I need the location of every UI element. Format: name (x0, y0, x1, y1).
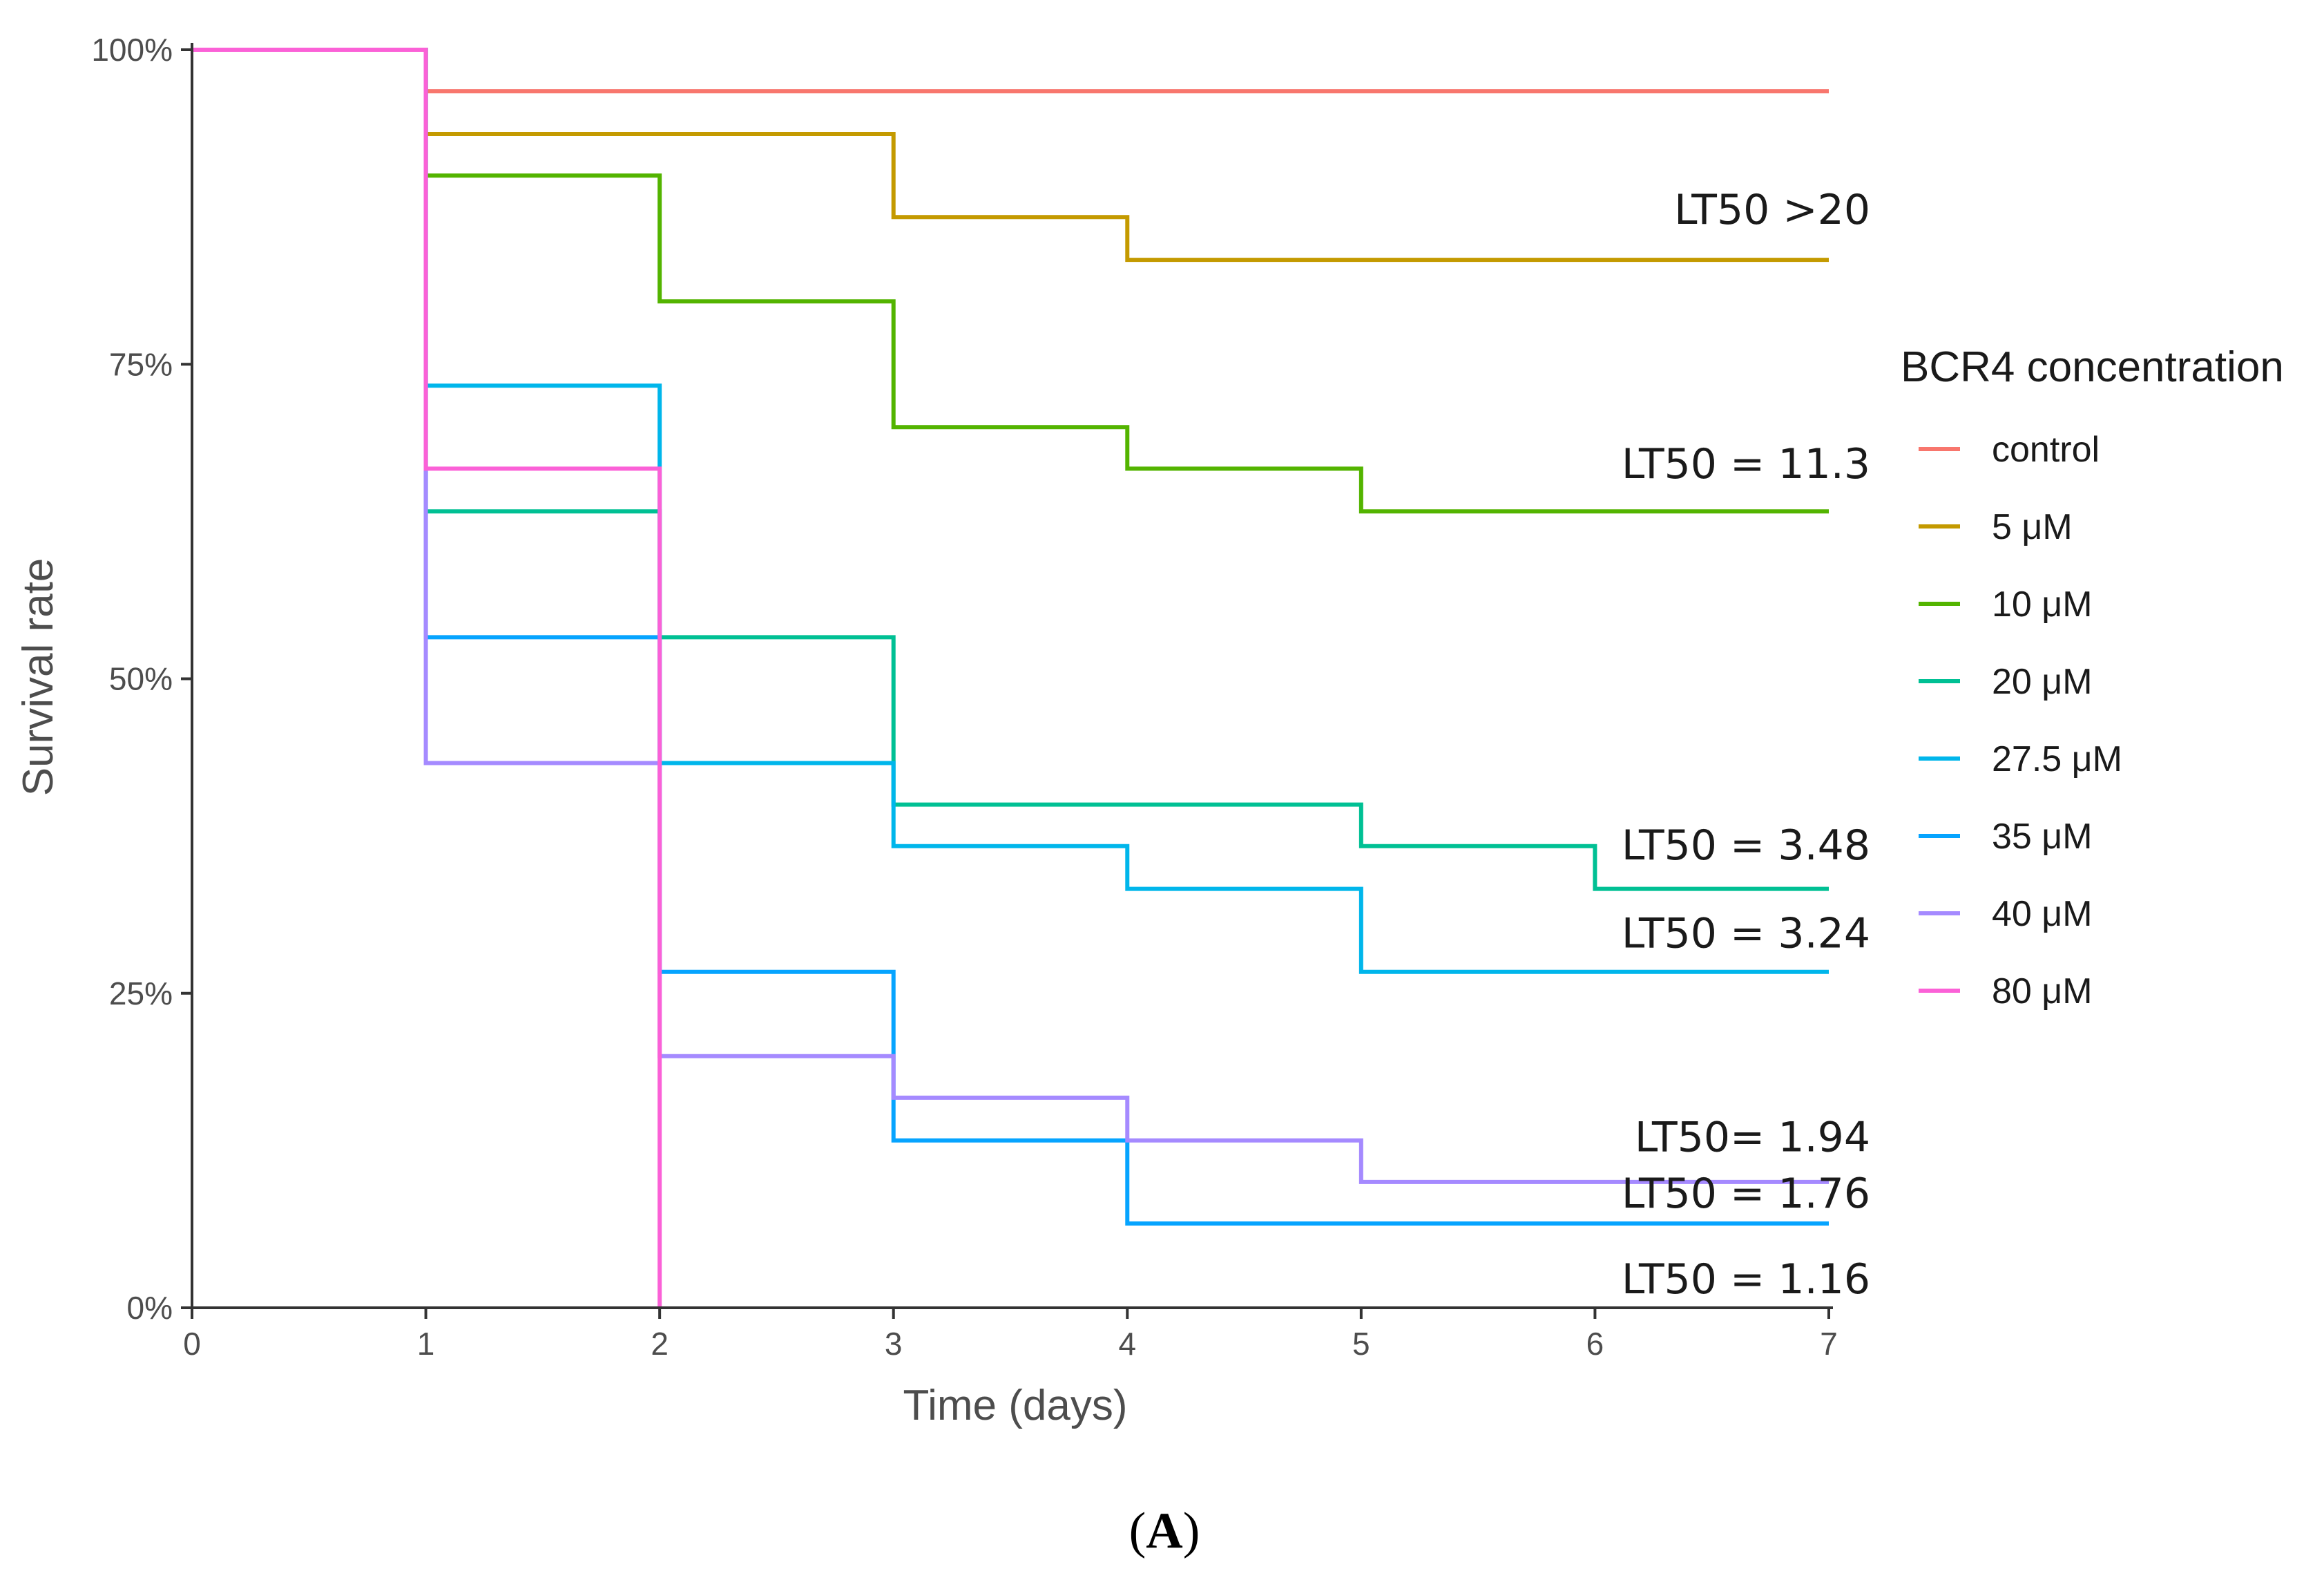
legend-label-5-m: 5 μM (1992, 507, 2073, 547)
y-axis-label: Survival rate (15, 558, 62, 797)
y-tick-label-50: 50% (109, 661, 173, 697)
survival-curves (192, 48, 1829, 1308)
legend-label-27_5-m: 27.5 μM (1992, 739, 2122, 779)
legend-label-35-m: 35 μM (1992, 817, 2093, 857)
x-tick-label-3: 3 (885, 1326, 903, 1362)
annotation-lt50--1_16: LT50 = 1.16 (1622, 1255, 1870, 1304)
series-line-40-m (192, 48, 1829, 1184)
figure-caption: (A) (1129, 1503, 1200, 1559)
annotation-lt50--3_24: LT50 = 3.24 (1622, 909, 1870, 958)
annotation-lt50--3_48: LT50 = 3.48 (1622, 821, 1870, 870)
legend-label-20-m: 20 μM (1992, 662, 2093, 702)
caption-open: ( (1129, 1503, 1146, 1559)
y-tick-label-25: 25% (109, 975, 173, 1011)
x-tick-label-0: 0 (183, 1326, 201, 1362)
legend-label-control: control (1992, 430, 2100, 470)
x-tick-label-2: 2 (651, 1326, 669, 1362)
series-line-35-m (192, 48, 1829, 1226)
y-tick-label-0: 0% (127, 1290, 173, 1326)
x-axis-label: Time (days) (903, 1382, 1128, 1429)
caption-letter: A (1146, 1503, 1182, 1559)
y-tick-label-75: 75% (109, 346, 173, 382)
legend: BCR4 concentration control 5 μM 10 μM 20 μM 2… (1901, 343, 2284, 1011)
annotation-lt50-1_94: LT50= 1.94 (1635, 1113, 1870, 1161)
legend-label-40-m: 40 μM (1992, 894, 2093, 934)
annotation-lt50-20: LT50 >20 (1674, 186, 1870, 234)
series-line-10-m (192, 48, 1829, 514)
series-line-control (192, 48, 1829, 94)
x-tick-label-1: 1 (417, 1326, 435, 1362)
series-line-5-m (192, 48, 1829, 263)
axes: 0 1 2 3 4 5 6 7 0% 25% 50% 75% 100% (91, 32, 1837, 1362)
legend-label-80-m: 80 μM (1992, 971, 2093, 1011)
legend-label-10-m: 10 μM (1992, 584, 2093, 625)
lt50-annotations: LT50 >20 LT50 = 11.3 LT50 = 3.48 LT50 = 3.2… (1622, 186, 1870, 1304)
legend-title: BCR4 concentration (1901, 343, 2284, 391)
caption-close: ) (1183, 1503, 1200, 1559)
x-tick-label-4: 4 (1118, 1326, 1136, 1362)
x-tick-label-5: 5 (1352, 1326, 1370, 1362)
annotation-lt50--11_3: LT50 = 11.3 (1622, 440, 1870, 488)
y-tick-label-100: 100% (91, 32, 173, 68)
series-line-80-m (192, 48, 662, 1308)
x-tick-label-6: 6 (1586, 1326, 1604, 1362)
annotation-lt50--1_76: LT50 = 1.76 (1622, 1170, 1870, 1218)
x-tick-label-7: 7 (1820, 1326, 1838, 1362)
